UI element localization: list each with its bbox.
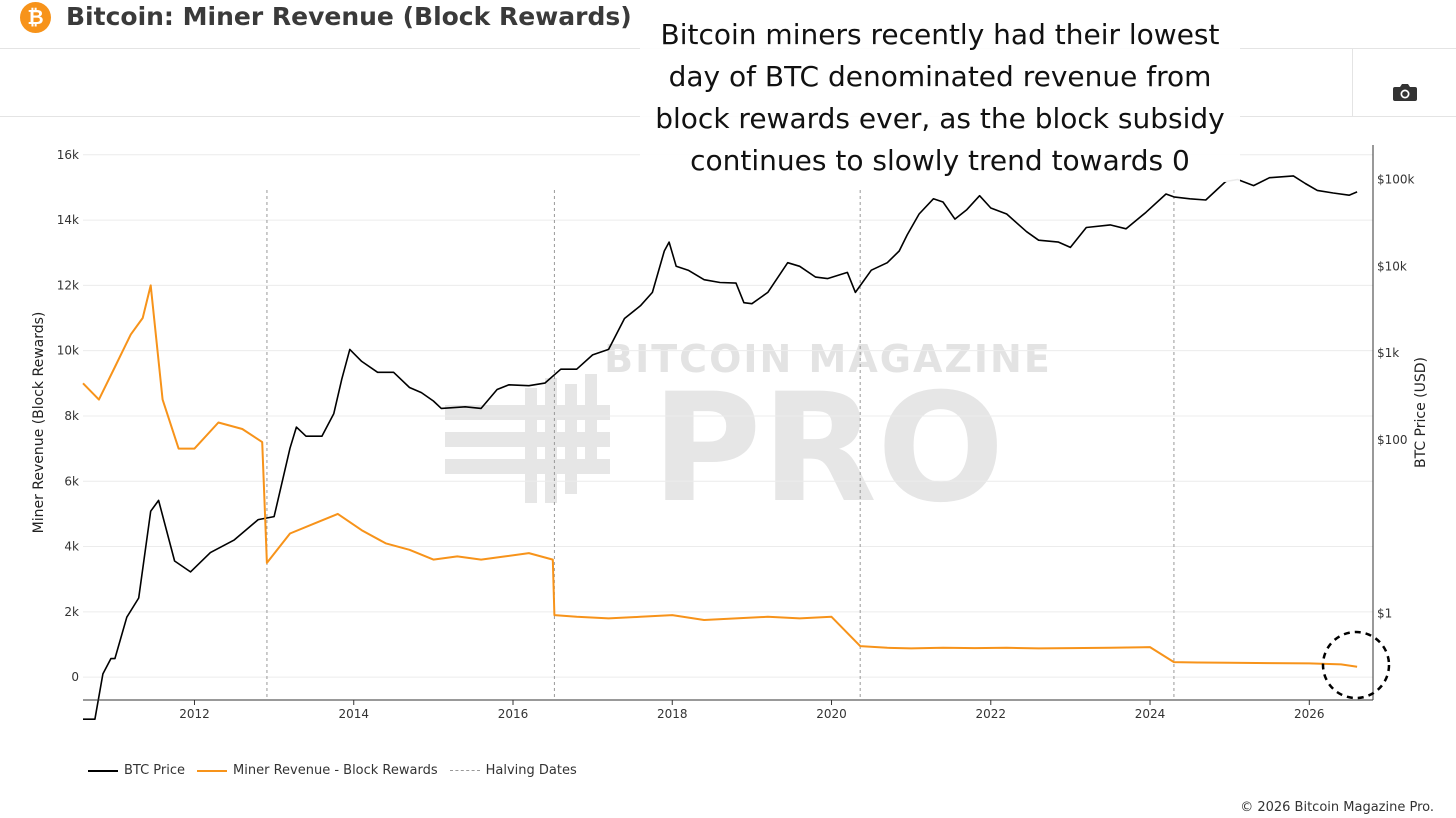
- annotation: Bitcoin miners recently had their lowest…: [640, 14, 1240, 182]
- legend-label: BTC Price: [124, 763, 186, 778]
- y-left-tick-label: 4k: [64, 540, 79, 554]
- legend-item-halving-dates[interactable]: Halving Dates: [449, 763, 577, 778]
- x-tick-label: 2016: [498, 707, 529, 721]
- bitcoin-logo-icon: ₿: [20, 2, 51, 33]
- x-tick-label: 2012: [179, 707, 210, 721]
- y-left-tick-label: 6k: [64, 474, 79, 488]
- y-right-axis-title: BTC Price (USD): [1413, 357, 1429, 468]
- halving-lines: [266, 190, 1175, 700]
- y-left-tick-label: 14k: [57, 213, 79, 227]
- miner-revenue-line: [82, 284, 1358, 668]
- y-right-tick-label: $1: [1377, 606, 1392, 620]
- header: ₿ Bitcoin: Miner Revenue (Block Rewards): [0, 0, 1456, 48]
- x-tick-label: 2018: [657, 707, 688, 721]
- annotation-line: continues to slowly trend towards 0: [690, 144, 1190, 177]
- legend-item-miner-revenue[interactable]: Miner Revenue - Block Rewards: [197, 763, 438, 778]
- y-left-tick-label: 16k: [57, 148, 79, 162]
- btc-price-line: [83, 175, 1358, 721]
- watermark-text-bottom: PRO: [652, 362, 1005, 536]
- legend-swatch-btc-price: [88, 769, 118, 772]
- annotation-line: day of BTC denominated revenue from: [668, 60, 1212, 93]
- page-title: Bitcoin: Miner Revenue (Block Rewards): [66, 2, 632, 31]
- axes: 0 2k 4k 6k 8k 10k 12k 14k 16k $1 $100 $1k $10k $100k 2…: [31, 145, 1429, 721]
- copyright: © 2026 Bitcoin Magazine Pro.: [1240, 800, 1434, 815]
- annotation-line: Bitcoin miners recently had their lowest: [660, 18, 1220, 51]
- annotation-line: block rewards ever, as the block subsidy: [655, 102, 1225, 135]
- chart: BITCOIN MAGAZINE PRO 0 2k 4k 6k 8k 10k 12k 14k 1…: [31, 145, 1429, 721]
- y-right-tick-label: $10k: [1377, 259, 1407, 273]
- y-left-tick-label: 10k: [57, 344, 79, 358]
- y-left-tick-label: 12k: [57, 278, 79, 292]
- x-tick-label: 2014: [338, 707, 369, 721]
- highlight-circle: [1321, 630, 1391, 700]
- legend-swatch-halving: [449, 770, 480, 771]
- camera-icon[interactable]: [1390, 79, 1420, 105]
- y-left-tick-label: 2k: [64, 605, 79, 619]
- series: [82, 175, 1358, 721]
- legend-item-btc-price[interactable]: BTC Price: [88, 763, 185, 778]
- watermark-bars-icon: [445, 374, 610, 503]
- y-left-axis-title: Miner Revenue (Block Rewards): [31, 312, 47, 534]
- grid: [83, 154, 1373, 678]
- legend-swatch-miner-revenue: [197, 769, 228, 772]
- x-tick-label: 2022: [976, 707, 1007, 721]
- watermark: BITCOIN MAGAZINE PRO: [445, 337, 1052, 536]
- y-right-tick-label: $100: [1377, 433, 1408, 447]
- legend: BTC Price Miner Revenue - Block Rewards …: [88, 763, 577, 778]
- legend-label: Miner Revenue - Block Rewards: [233, 763, 438, 778]
- y-left-tick-label: 8k: [64, 409, 79, 423]
- watermark-text-top: BITCOIN MAGAZINE: [604, 337, 1052, 381]
- legend-label: Halving Dates: [485, 763, 577, 778]
- x-tick-label: 2020: [816, 707, 847, 721]
- y-right-tick-label: $100k: [1377, 173, 1415, 187]
- toolbar-divider: [1352, 49, 1353, 116]
- x-tick-label: 2026: [1294, 707, 1325, 721]
- y-right-tick-label: $1k: [1377, 346, 1399, 360]
- x-tick-label: 2024: [1135, 707, 1166, 721]
- y-left-tick-label: 0: [71, 670, 79, 684]
